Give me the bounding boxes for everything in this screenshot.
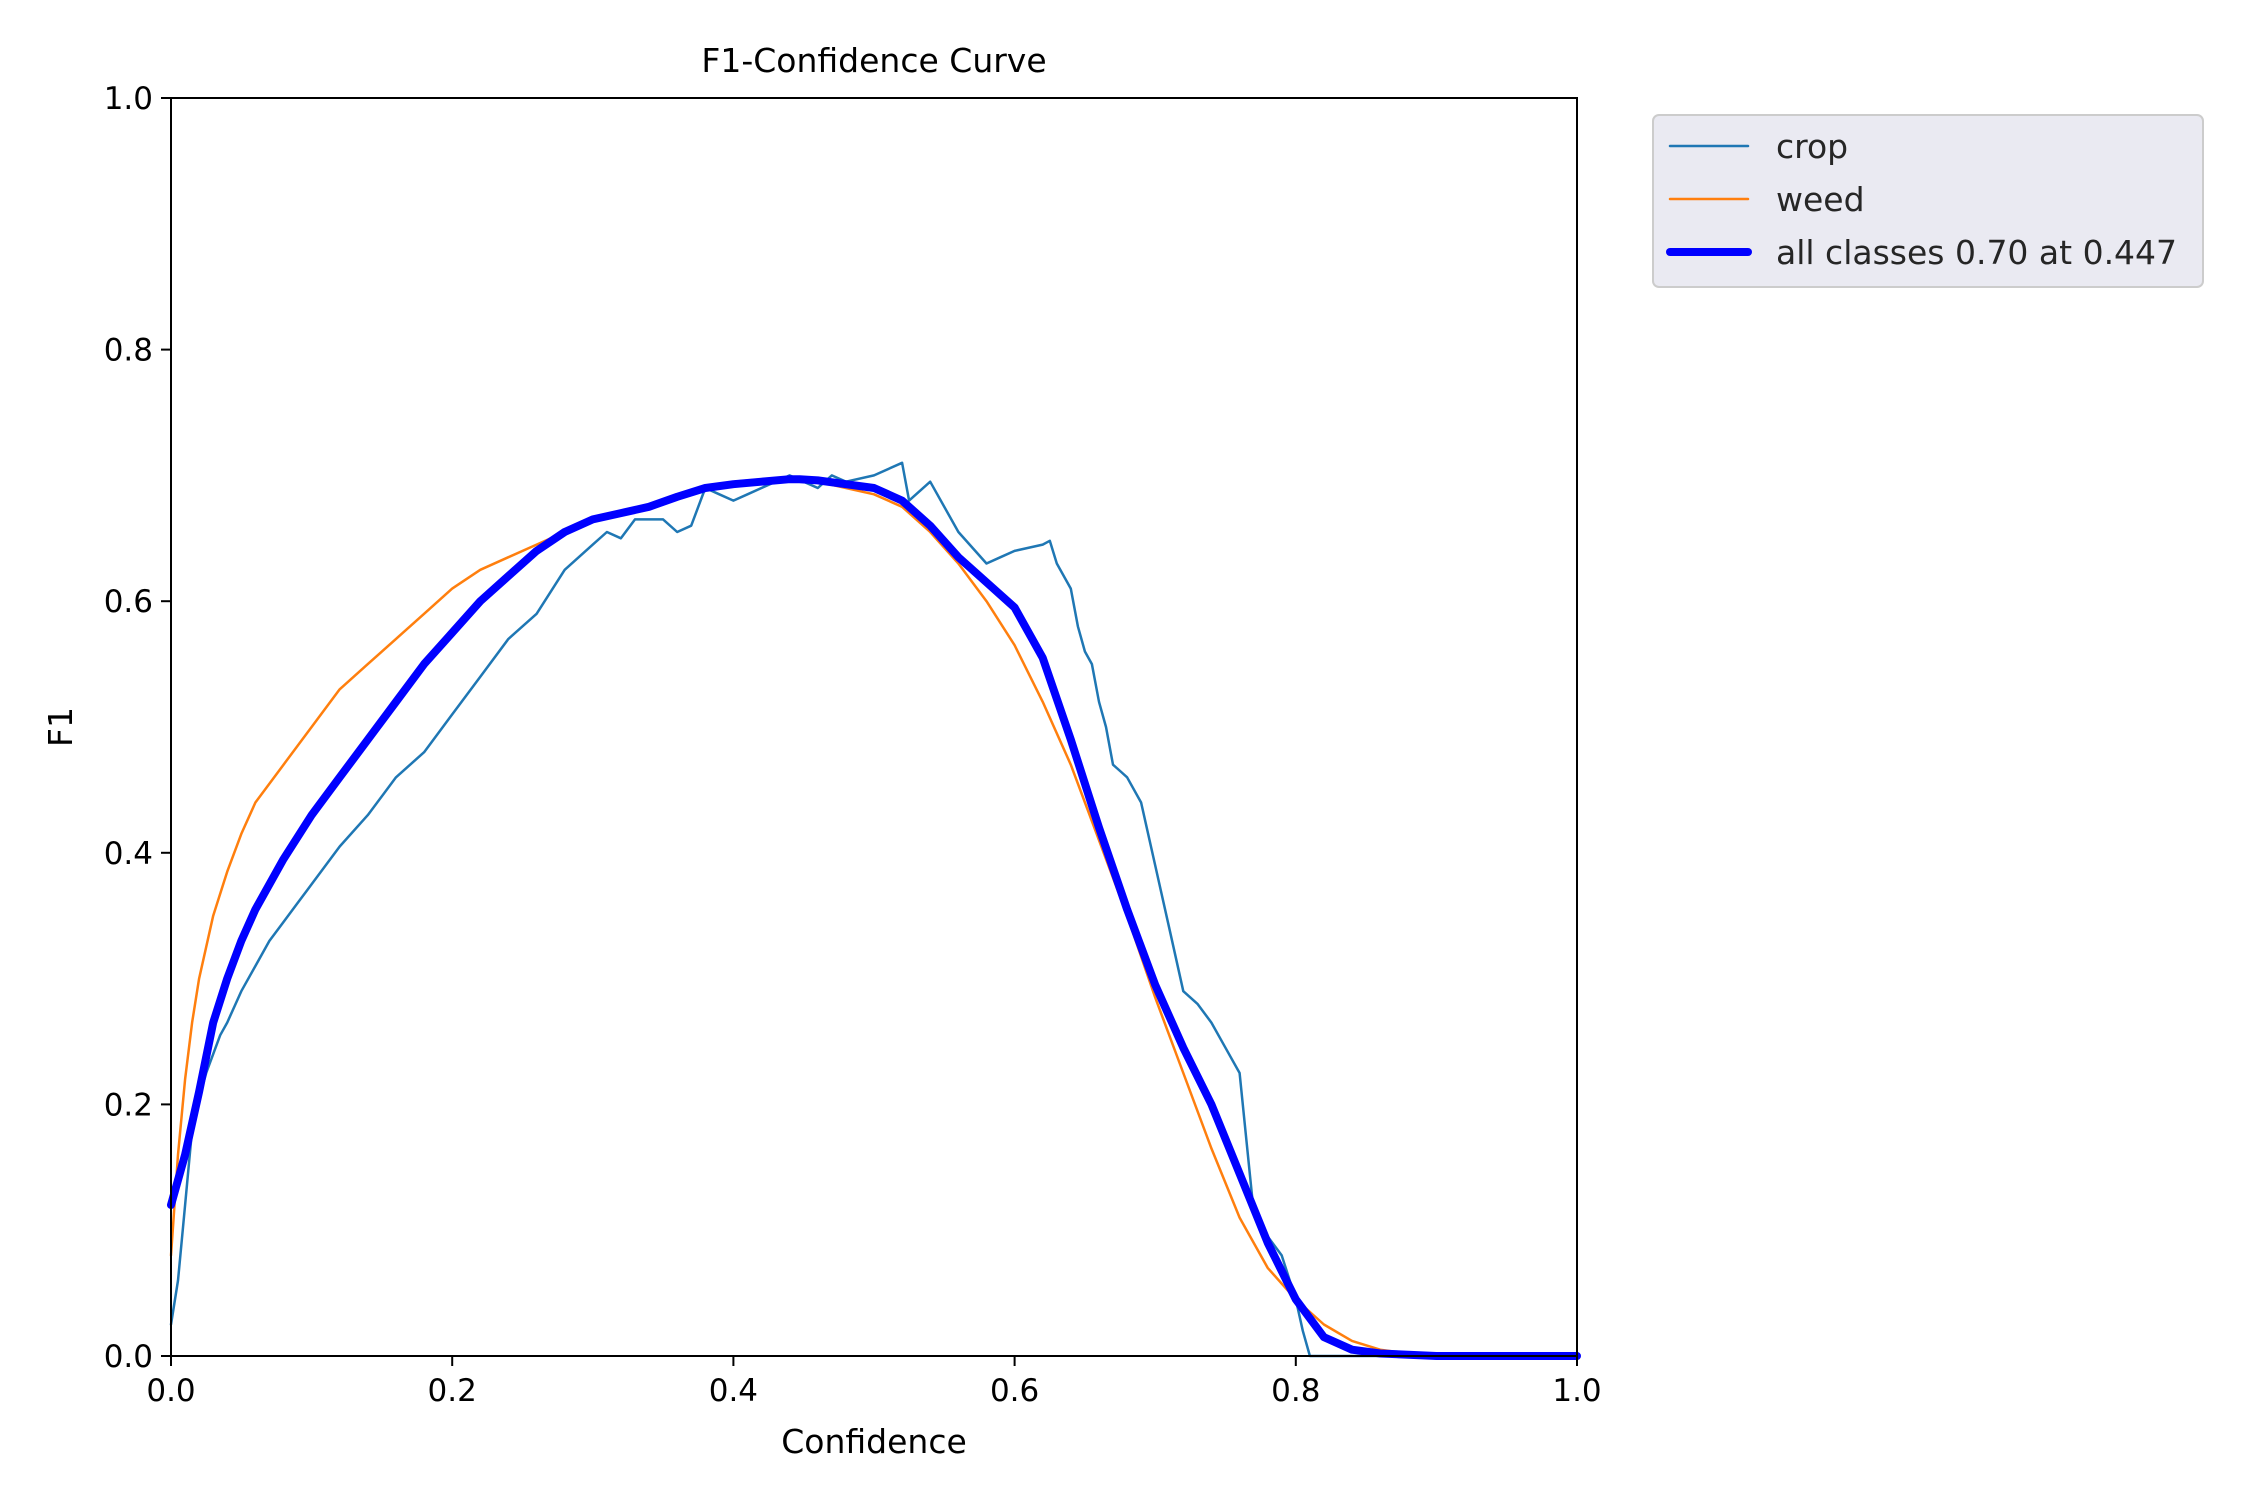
axes-layer: 0.00.0 0.2 0.2 0.4 0.4 0.6 0.6 0.8 0.8 1.0 1.0 <box>104 81 1602 1409</box>
legend-box <box>1652 114 2204 288</box>
x-tick-label: 1.0 <box>1552 1373 1601 1409</box>
y-tick-label: 1.0 <box>104 81 153 117</box>
legend-label: crop <box>1776 127 1848 166</box>
y-tick-label: 0.6 <box>104 584 153 620</box>
x-tick-label: 0.4 <box>709 1373 758 1409</box>
x-tick-label: 0.0 <box>146 1373 195 1409</box>
legend-label: weed <box>1776 180 1865 219</box>
plot-frame <box>170 97 1578 1357</box>
y-tick-label: 0.4 <box>104 836 153 872</box>
y-tick-label: 0.2 <box>104 1087 153 1123</box>
series-layer <box>167 461 1581 1360</box>
legend-label: all classes 0.70 at 0.447 <box>1776 233 2177 272</box>
x-axis-label: Confidence <box>781 1422 967 1461</box>
x-tick-label: 0.2 <box>428 1373 477 1409</box>
y-axis-label: F1 <box>41 707 80 747</box>
chart-title: F1-Confidence Curve <box>701 41 1046 80</box>
x-tick-label: 0.8 <box>1271 1373 1320 1409</box>
series-line-all <box>167 475 1581 1360</box>
series-line-weed <box>169 477 1579 1358</box>
x-tick-label: 0.6 <box>990 1373 1039 1409</box>
y-tick-label: 0.0 <box>104 1339 153 1375</box>
series-line-crop <box>169 461 1579 1358</box>
y-tick-label: 0.8 <box>104 333 153 369</box>
legend: crop weed all classes 0.70 at 0.447 <box>1652 114 2204 288</box>
